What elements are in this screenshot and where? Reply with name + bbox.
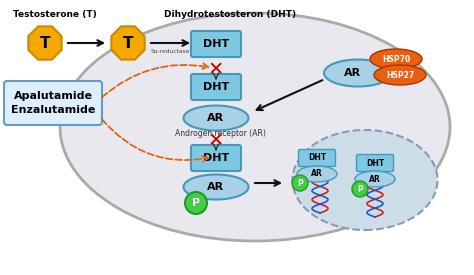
Text: AR: AR xyxy=(208,182,225,192)
Text: AR: AR xyxy=(208,113,225,123)
Text: ✕: ✕ xyxy=(208,131,224,150)
Text: P: P xyxy=(297,178,303,188)
Polygon shape xyxy=(28,26,62,60)
FancyBboxPatch shape xyxy=(191,31,241,57)
FancyBboxPatch shape xyxy=(4,81,102,125)
Text: Dihydrotestosteron (DHT): Dihydrotestosteron (DHT) xyxy=(164,10,296,19)
Text: AR: AR xyxy=(345,68,362,78)
Text: ✕: ✕ xyxy=(208,60,224,79)
FancyBboxPatch shape xyxy=(356,155,393,172)
Text: DHT: DHT xyxy=(203,153,229,163)
Text: AR: AR xyxy=(369,175,381,183)
Text: 5α-reductase: 5α-reductase xyxy=(150,49,190,54)
Text: DHT: DHT xyxy=(308,153,326,163)
Text: AR: AR xyxy=(311,169,323,178)
Ellipse shape xyxy=(183,106,248,131)
Circle shape xyxy=(185,192,207,214)
Ellipse shape xyxy=(297,166,337,182)
FancyBboxPatch shape xyxy=(191,145,241,171)
FancyBboxPatch shape xyxy=(299,150,336,166)
Text: Testosterone (T): Testosterone (T) xyxy=(13,10,97,19)
Circle shape xyxy=(352,181,368,197)
Ellipse shape xyxy=(370,49,422,69)
Circle shape xyxy=(292,175,308,191)
Text: P: P xyxy=(357,185,363,194)
Text: T: T xyxy=(123,35,133,51)
Text: HSP27: HSP27 xyxy=(386,70,414,79)
Ellipse shape xyxy=(324,59,392,87)
Text: P: P xyxy=(192,198,200,208)
Text: Apalutamide
Enzalutamide: Apalutamide Enzalutamide xyxy=(11,90,95,116)
Text: T: T xyxy=(40,35,50,51)
Ellipse shape xyxy=(292,130,438,230)
Ellipse shape xyxy=(374,65,426,85)
Text: DHT: DHT xyxy=(366,158,384,167)
FancyBboxPatch shape xyxy=(191,74,241,100)
Text: HSP70: HSP70 xyxy=(382,54,410,64)
Text: DHT: DHT xyxy=(203,82,229,92)
Ellipse shape xyxy=(60,13,450,241)
Text: Androgen receptor (AR): Androgen receptor (AR) xyxy=(175,128,266,138)
Ellipse shape xyxy=(355,171,395,187)
Polygon shape xyxy=(111,26,145,60)
Text: DHT: DHT xyxy=(203,39,229,49)
Ellipse shape xyxy=(183,175,248,199)
